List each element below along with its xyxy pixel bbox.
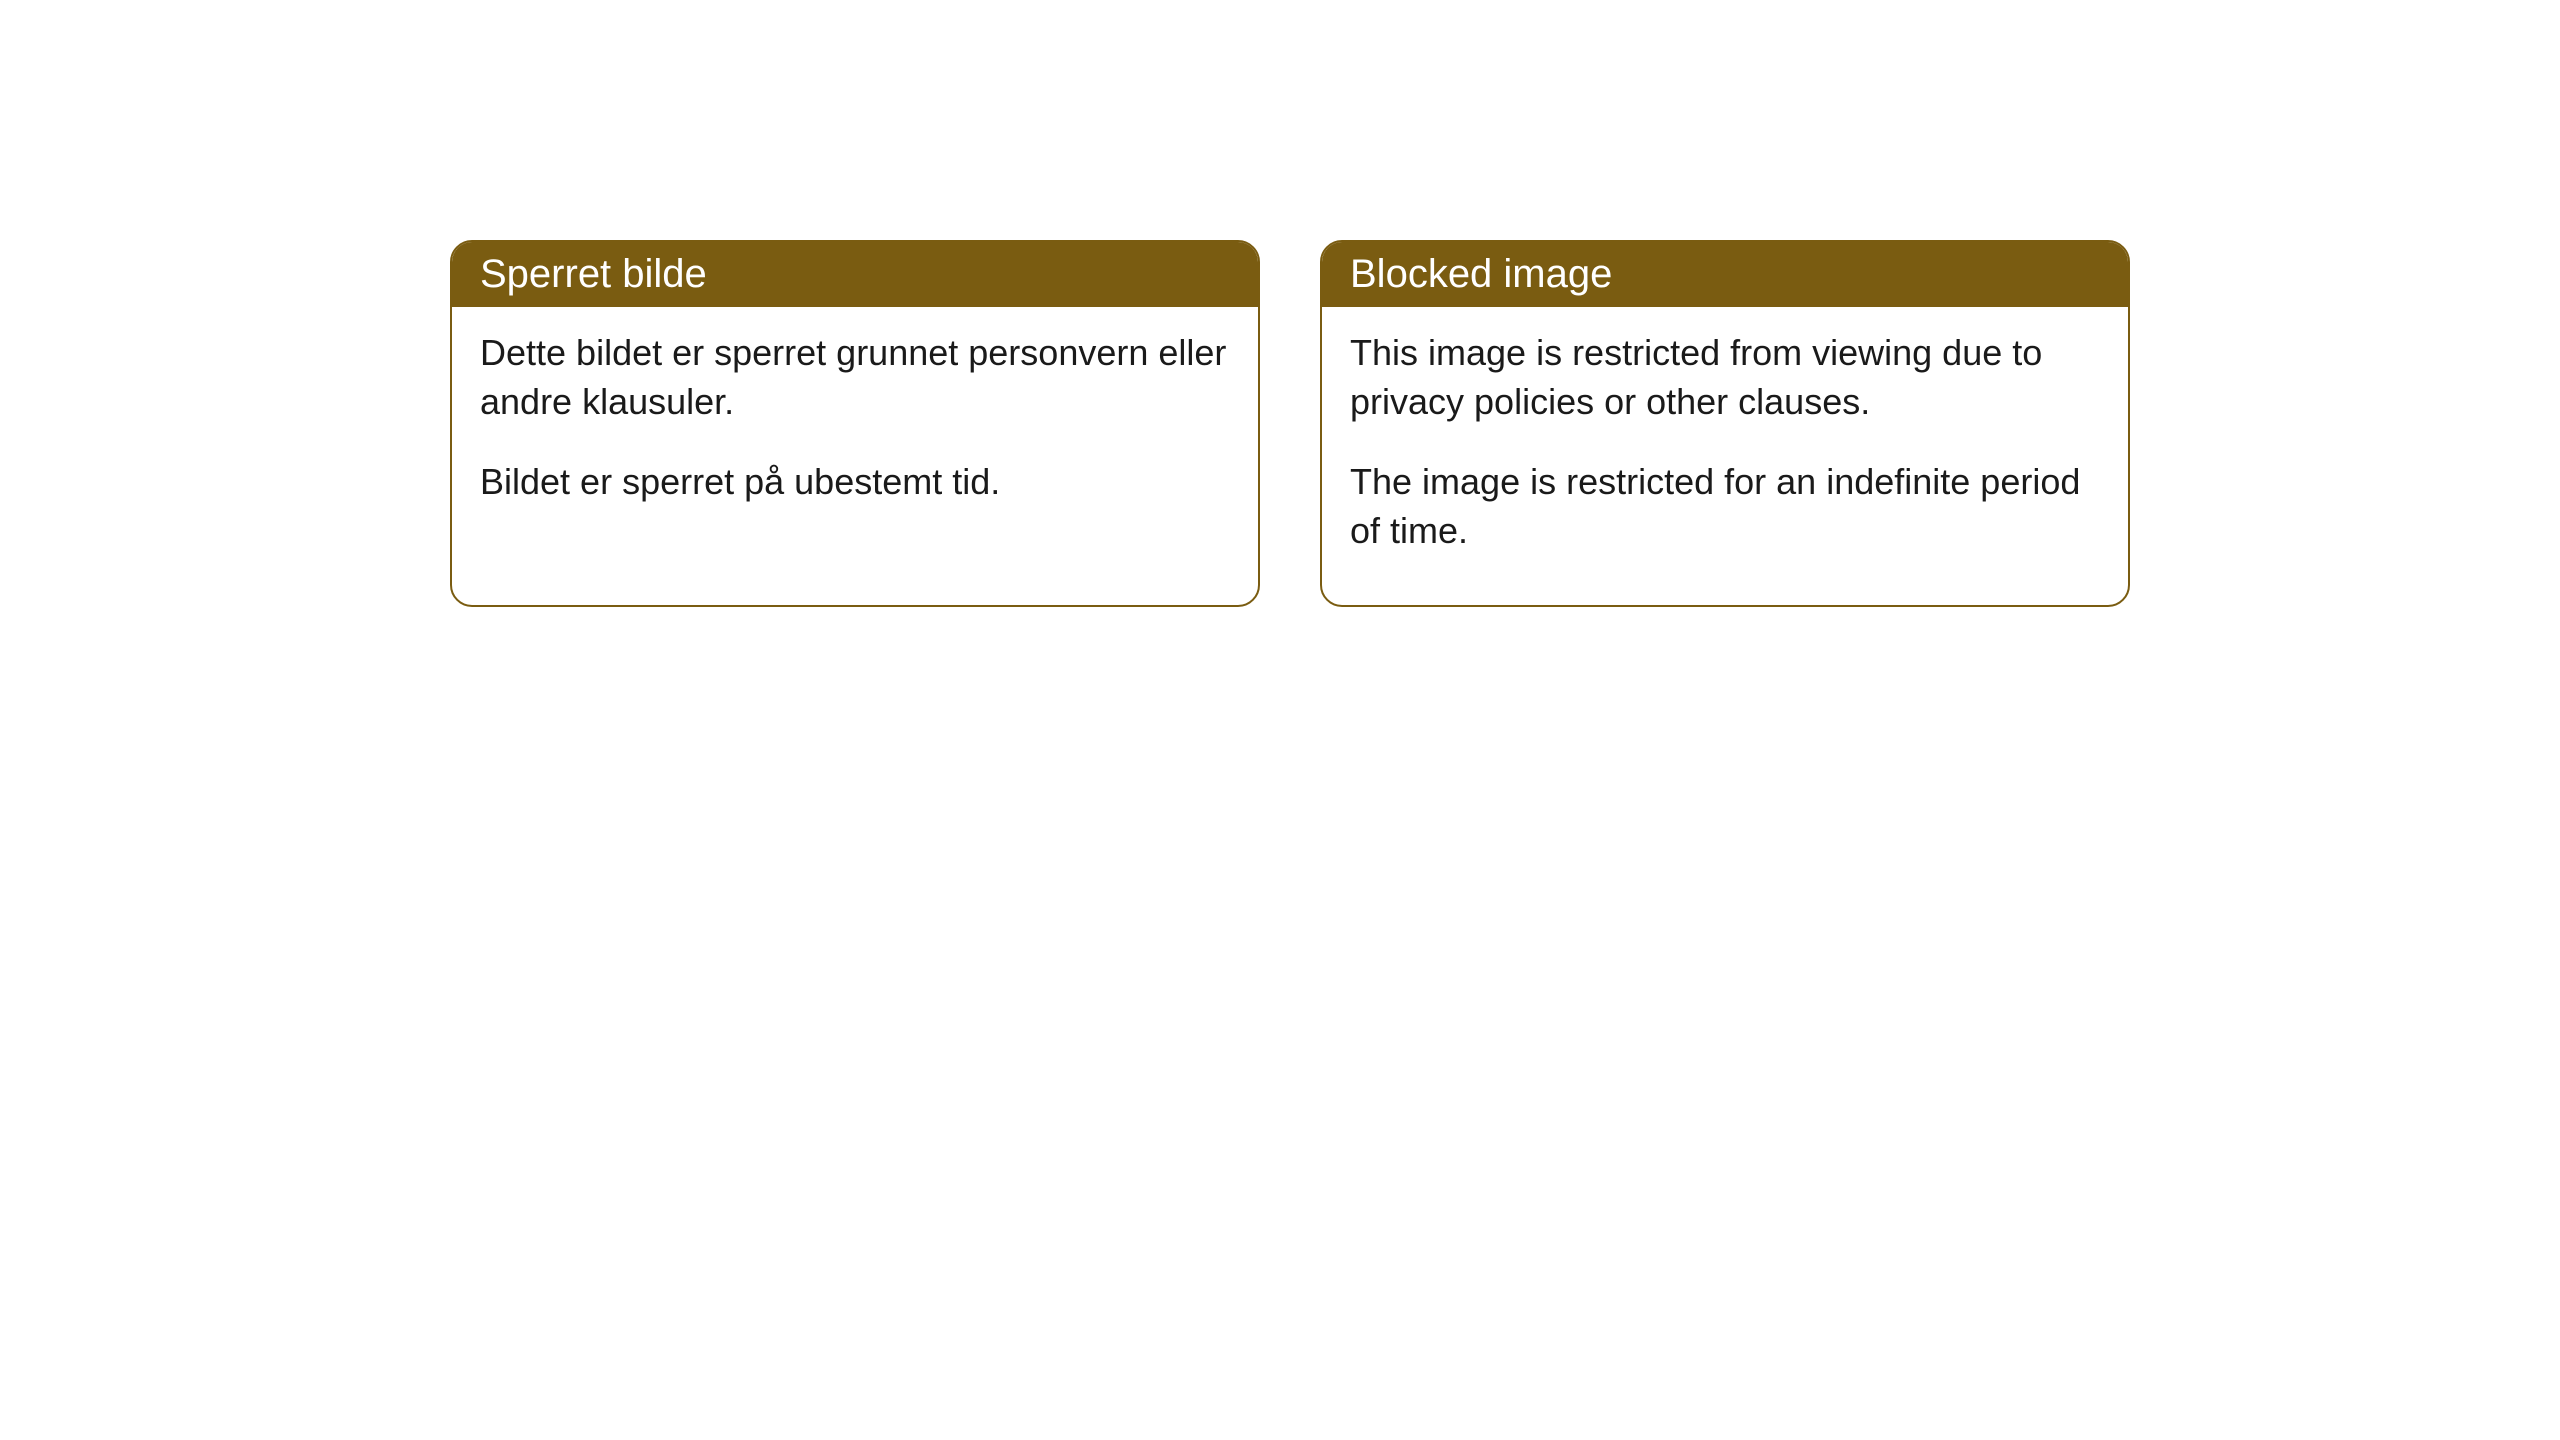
card-paragraph: This image is restricted from viewing du…	[1350, 329, 2100, 426]
card-title: Sperret bilde	[480, 252, 707, 296]
notice-card-norwegian: Sperret bilde Dette bildet er sperret gr…	[450, 240, 1260, 607]
card-header-english: Blocked image	[1322, 242, 2128, 307]
card-body-english: This image is restricted from viewing du…	[1322, 307, 2128, 605]
card-paragraph: The image is restricted for an indefinit…	[1350, 458, 2100, 555]
card-title: Blocked image	[1350, 252, 1612, 296]
notice-container: Sperret bilde Dette bildet er sperret gr…	[0, 0, 2560, 607]
card-body-norwegian: Dette bildet er sperret grunnet personve…	[452, 307, 1258, 557]
notice-card-english: Blocked image This image is restricted f…	[1320, 240, 2130, 607]
card-paragraph: Bildet er sperret på ubestemt tid.	[480, 458, 1230, 507]
card-paragraph: Dette bildet er sperret grunnet personve…	[480, 329, 1230, 426]
card-header-norwegian: Sperret bilde	[452, 242, 1258, 307]
